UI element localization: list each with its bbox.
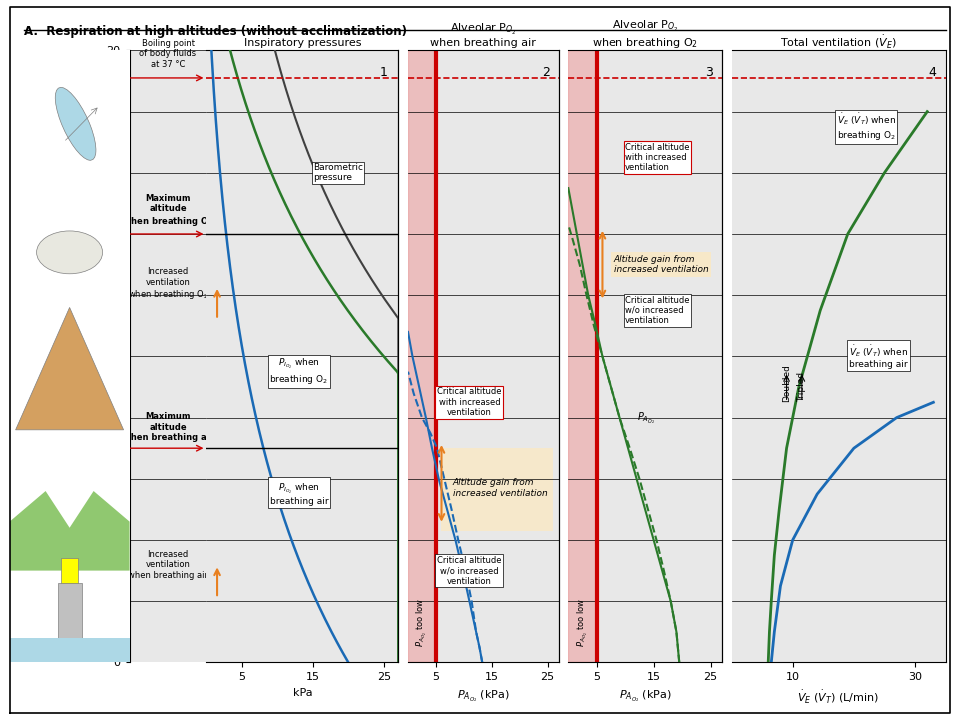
Bar <box>568 50 597 662</box>
Title: Alveolar P$_{O_2}$
when breathing O$_2$: Alveolar P$_{O_2}$ when breathing O$_2$ <box>592 19 698 50</box>
Bar <box>408 50 436 662</box>
Text: 2: 2 <box>542 66 550 78</box>
Polygon shape <box>15 307 124 430</box>
Text: $P_{I_{O_2}}$ when
breathing air: $P_{I_{O_2}}$ when breathing air <box>270 482 328 506</box>
Text: Increased
ventilation
when breathing O$_2$: Increased ventilation when breathing O$_… <box>128 267 208 301</box>
Text: Altitude gain from
increased ventilation: Altitude gain from increased ventilation <box>613 255 708 274</box>
Text: 4: 4 <box>928 66 936 78</box>
Text: Barometric
pressure: Barometric pressure <box>313 163 363 182</box>
X-axis label: $P_{A_{O_2}}$ (kPa): $P_{A_{O_2}}$ (kPa) <box>457 688 510 703</box>
Text: Altitude gain from
increased ventilation: Altitude gain from increased ventilation <box>453 478 547 498</box>
X-axis label: $P_{A_{O_2}}$ (kPa): $P_{A_{O_2}}$ (kPa) <box>619 688 671 703</box>
Text: Maximum
altitude
when breathing O$_2$: Maximum altitude when breathing O$_2$ <box>123 194 213 228</box>
Text: Maximum
altitude
when breathing air: Maximum altitude when breathing air <box>123 413 213 442</box>
Text: Tripled: Tripled <box>798 372 806 402</box>
Text: Critical altitude
w/o increased
ventilation: Critical altitude w/o increased ventilat… <box>437 556 502 585</box>
Text: $P_{A_{O_2}}$: $P_{A_{O_2}}$ <box>636 410 655 426</box>
Text: Critical altitude
with increased
ventilation: Critical altitude with increased ventila… <box>625 143 689 172</box>
Text: $\dot{V}_{E}$ ($\dot{V}_{T}$) when
breathing O$_2$: $\dot{V}_{E}$ ($\dot{V}_{T}$) when breat… <box>836 112 896 142</box>
Title: Total ventilation ($\dot{V}_{E}$): Total ventilation ($\dot{V}_{E}$) <box>780 33 897 50</box>
X-axis label: $\dot{V}_{E}$ ($\dot{V}_{T}$) (L/min): $\dot{V}_{E}$ ($\dot{V}_{T}$) (L/min) <box>798 688 879 705</box>
Text: $\dot{V}_{E}$ ($\dot{V}_{T}$) when
breathing air: $\dot{V}_{E}$ ($\dot{V}_{T}$) when breat… <box>849 343 908 369</box>
Polygon shape <box>10 491 130 570</box>
Bar <box>58 583 82 644</box>
Text: A.  Respiration at high altitudes (without acclimatization): A. Respiration at high altitudes (withou… <box>24 25 407 38</box>
Text: 1: 1 <box>380 66 388 78</box>
Title: Inspiratory pressures: Inspiratory pressures <box>244 38 361 48</box>
Bar <box>61 559 78 583</box>
Text: $P_{A_{O_2}}$ too low: $P_{A_{O_2}}$ too low <box>575 598 589 647</box>
Text: $P_{A_{O_2}}$ too low: $P_{A_{O_2}}$ too low <box>415 598 429 647</box>
Text: Doubled: Doubled <box>782 364 791 402</box>
Text: Critical altitude
w/o increased
ventilation: Critical altitude w/o increased ventilat… <box>625 296 689 325</box>
Text: Critical altitude
with increased
ventilation: Critical altitude with increased ventila… <box>437 387 502 417</box>
Text: Increased
ventilation
when breathing air: Increased ventilation when breathing air <box>128 550 208 580</box>
Title: Alveolar P$_{O_2}$
when breathing air: Alveolar P$_{O_2}$ when breathing air <box>430 22 537 48</box>
Ellipse shape <box>56 87 96 161</box>
Text: Boiling point
of body fluids
at 37 °C: Boiling point of body fluids at 37 °C <box>139 39 197 68</box>
Y-axis label: Altitude (km): Altitude (km) <box>94 320 104 393</box>
Ellipse shape <box>36 231 103 274</box>
Bar <box>10 638 130 662</box>
Text: $P_{I_{O_2}}$ when
breathing O$_2$: $P_{I_{O_2}}$ when breathing O$_2$ <box>270 357 328 386</box>
X-axis label: kPa: kPa <box>293 688 312 698</box>
Text: 3: 3 <box>706 66 713 78</box>
Polygon shape <box>442 448 553 531</box>
